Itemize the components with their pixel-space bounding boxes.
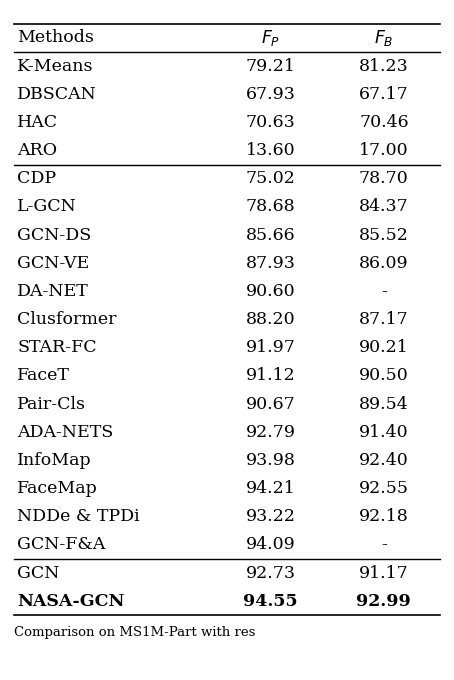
Text: 91.17: 91.17 — [359, 564, 409, 581]
Text: HAC: HAC — [17, 114, 59, 131]
Text: 70.46: 70.46 — [359, 114, 409, 131]
Text: 92.18: 92.18 — [359, 509, 409, 525]
Text: InfoMap: InfoMap — [17, 452, 92, 469]
Text: 86.09: 86.09 — [359, 255, 409, 272]
Text: GCN: GCN — [17, 564, 59, 581]
Text: -: - — [381, 537, 387, 554]
Text: $F_P$: $F_P$ — [261, 28, 281, 48]
Text: 92.79: 92.79 — [246, 424, 296, 441]
Text: 88.20: 88.20 — [246, 311, 296, 328]
Text: 79.21: 79.21 — [246, 58, 296, 75]
Text: 75.02: 75.02 — [246, 170, 296, 187]
Text: 81.23: 81.23 — [359, 58, 409, 75]
Text: Clusformer: Clusformer — [17, 311, 117, 328]
Text: 91.40: 91.40 — [359, 424, 409, 441]
Text: -: - — [381, 283, 387, 300]
Text: $F_B$: $F_B$ — [374, 28, 394, 48]
Text: 13.60: 13.60 — [246, 142, 296, 159]
Text: GCN-VE: GCN-VE — [17, 255, 89, 272]
Text: 85.66: 85.66 — [246, 226, 296, 243]
Text: 78.70: 78.70 — [359, 170, 409, 187]
Text: ADA-NETS: ADA-NETS — [17, 424, 113, 441]
Text: 70.63: 70.63 — [246, 114, 296, 131]
Text: GCN-DS: GCN-DS — [17, 226, 92, 243]
Text: 94.09: 94.09 — [246, 537, 296, 554]
Text: Comparison on MS1M-Part with res: Comparison on MS1M-Part with res — [14, 626, 255, 639]
Text: DA-NET: DA-NET — [17, 283, 89, 300]
Text: Pair-Cls: Pair-Cls — [17, 396, 86, 413]
Text: 92.40: 92.40 — [359, 452, 409, 469]
Text: L-GCN: L-GCN — [17, 199, 77, 216]
Text: 92.99: 92.99 — [356, 593, 411, 610]
Text: 85.52: 85.52 — [359, 226, 409, 243]
Text: 92.73: 92.73 — [246, 564, 296, 581]
Text: 87.17: 87.17 — [359, 311, 409, 328]
Text: 90.21: 90.21 — [359, 339, 409, 356]
Text: 67.17: 67.17 — [359, 86, 409, 103]
Text: 91.97: 91.97 — [246, 339, 296, 356]
Text: 90.67: 90.67 — [246, 396, 296, 413]
Text: ARO: ARO — [17, 142, 57, 159]
Text: FaceT: FaceT — [17, 367, 70, 384]
Text: 93.22: 93.22 — [246, 509, 296, 525]
Text: NASA-GCN: NASA-GCN — [17, 593, 125, 610]
Text: Methods: Methods — [17, 29, 94, 46]
Text: 91.12: 91.12 — [246, 367, 296, 384]
Text: 90.60: 90.60 — [246, 283, 296, 300]
Text: 67.93: 67.93 — [246, 86, 296, 103]
Text: STAR-FC: STAR-FC — [17, 339, 97, 356]
Text: 90.50: 90.50 — [359, 367, 409, 384]
Text: GCN-F&A: GCN-F&A — [17, 537, 106, 554]
Text: NDDe & TPDi: NDDe & TPDi — [17, 509, 140, 525]
Text: FaceMap: FaceMap — [17, 480, 98, 497]
Text: DBSCAN: DBSCAN — [17, 86, 97, 103]
Text: 94.55: 94.55 — [243, 593, 298, 610]
Text: CDP: CDP — [17, 170, 56, 187]
Text: 78.68: 78.68 — [246, 199, 296, 216]
Text: K-Means: K-Means — [17, 58, 94, 75]
Text: 84.37: 84.37 — [359, 199, 409, 216]
Text: 92.55: 92.55 — [359, 480, 409, 497]
Text: 17.00: 17.00 — [359, 142, 409, 159]
Text: 89.54: 89.54 — [359, 396, 409, 413]
Text: 93.98: 93.98 — [246, 452, 296, 469]
Text: 87.93: 87.93 — [246, 255, 296, 272]
Text: 94.21: 94.21 — [246, 480, 296, 497]
